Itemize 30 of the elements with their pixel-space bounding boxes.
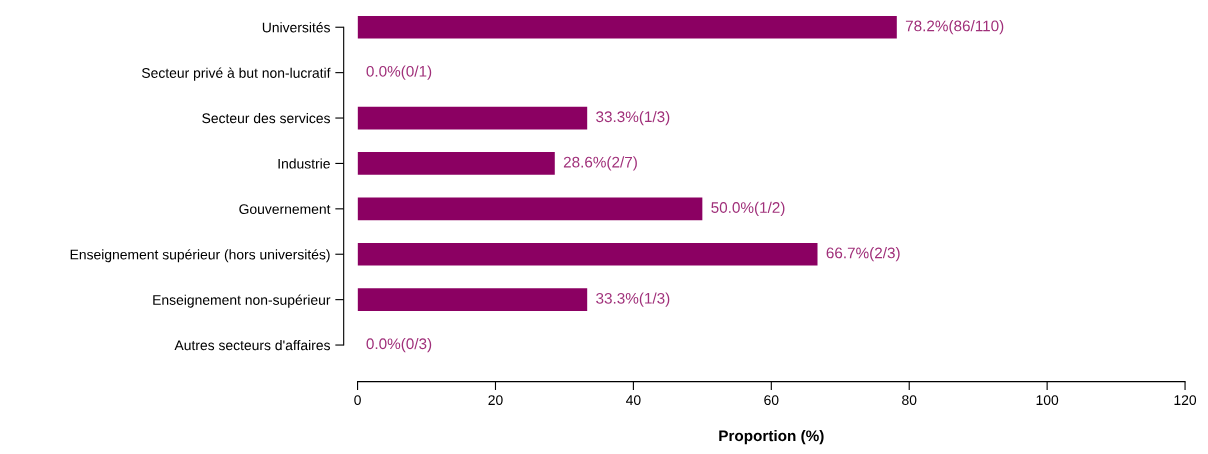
data-label: 50.0%(1/2) [711, 201, 785, 216]
data-label: 0.0%(0/1) [366, 65, 432, 80]
y-tick-label: Gouvernement [239, 204, 331, 215]
data-label: 78.2%(86/110) [905, 20, 1004, 35]
y-tick-label: Autres secteurs d'affaires [174, 340, 330, 351]
x-tick-label: 40 [625, 395, 641, 406]
data-label: 66.7%(2/3) [826, 247, 900, 262]
x-tick-label: 120 [1174, 395, 1197, 406]
bar [357, 152, 555, 175]
x-tick-label: 60 [764, 395, 779, 406]
x-tick-label: 80 [902, 395, 917, 406]
y-tick-label: Industrie [278, 158, 330, 169]
bar [357, 197, 703, 221]
y-tick-label: Secteur des services [202, 113, 330, 124]
x-axis-title: Proportion (%) [719, 429, 824, 445]
y-tick-label: Enseignement non-supérieur [153, 294, 331, 308]
data-label: 33.3%(1/3) [596, 292, 670, 307]
data-label: 28.6%(2/7) [563, 156, 637, 171]
y-tick-label: Universités [262, 22, 330, 33]
bar [357, 15, 897, 39]
x-tick-label: 0 [354, 395, 361, 406]
y-tick-label: Secteur privé à but non-lucratif [141, 67, 331, 81]
bar [357, 288, 588, 311]
data-label: 33.3%(1/3) [596, 110, 670, 126]
y-tick-label: Enseignement supérieur (hors universités) [70, 249, 330, 263]
x-tick-label: 20 [488, 395, 503, 406]
data-label: 0.0%(0/3) [366, 337, 432, 353]
x-tick-label: 100 [1036, 395, 1059, 406]
bar [357, 242, 818, 266]
bar [357, 106, 588, 130]
